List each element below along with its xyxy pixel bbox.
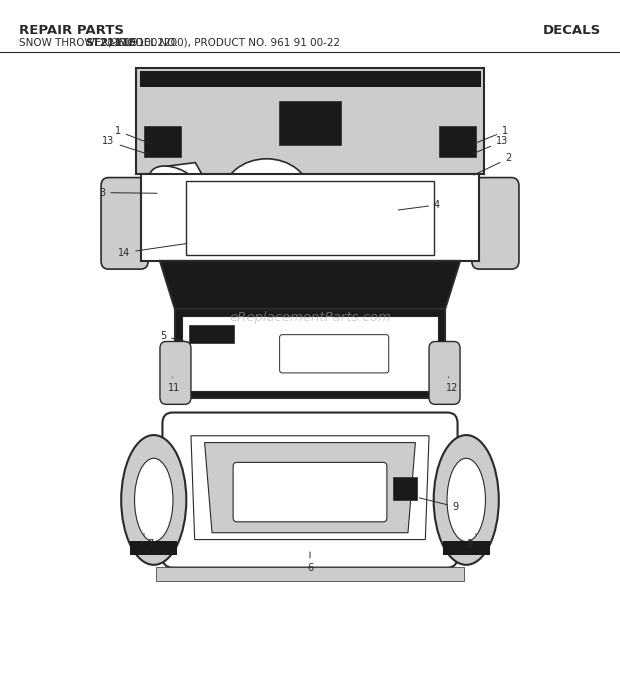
Bar: [443, 541, 490, 555]
Text: REPAIR PARTS: REPAIR PARTS: [19, 24, 123, 37]
Text: 13: 13: [102, 137, 148, 154]
Polygon shape: [160, 261, 460, 309]
Ellipse shape: [149, 166, 204, 208]
Text: eReplacementParts.com: eReplacementParts.com: [229, 311, 391, 324]
Ellipse shape: [434, 435, 498, 565]
Text: 4: 4: [398, 200, 440, 210]
FancyBboxPatch shape: [160, 342, 191, 404]
Text: 11: 11: [167, 377, 180, 393]
Polygon shape: [175, 309, 445, 398]
Text: (96191002200), PRODUCT NO. 961 91 00-22: (96191002200), PRODUCT NO. 961 91 00-22: [104, 38, 340, 48]
Bar: [393, 477, 417, 500]
Bar: [140, 71, 480, 87]
FancyBboxPatch shape: [429, 342, 460, 404]
Text: 13: 13: [472, 137, 508, 154]
Bar: [144, 126, 181, 157]
Text: 12: 12: [446, 377, 459, 393]
FancyBboxPatch shape: [101, 178, 148, 269]
Text: 8: 8: [466, 533, 476, 549]
FancyBboxPatch shape: [280, 335, 389, 373]
Polygon shape: [205, 443, 415, 533]
Polygon shape: [141, 174, 479, 261]
Ellipse shape: [447, 458, 485, 542]
FancyBboxPatch shape: [186, 181, 434, 255]
Polygon shape: [158, 163, 220, 212]
Text: 7: 7: [144, 533, 154, 549]
Bar: [156, 567, 464, 581]
Bar: [279, 101, 341, 145]
Polygon shape: [191, 436, 429, 540]
Text: 2: 2: [474, 154, 512, 175]
FancyBboxPatch shape: [472, 178, 519, 269]
FancyBboxPatch shape: [162, 413, 458, 568]
Text: 1: 1: [115, 126, 151, 144]
Bar: [439, 126, 476, 157]
Bar: [130, 541, 177, 555]
FancyBboxPatch shape: [233, 462, 387, 522]
Text: 3: 3: [99, 188, 157, 197]
Text: ST2111E: ST2111E: [86, 38, 136, 48]
Bar: [136, 68, 484, 174]
Text: 5: 5: [160, 331, 188, 342]
Text: 9: 9: [419, 498, 459, 512]
Bar: [161, 175, 185, 193]
Ellipse shape: [121, 435, 186, 565]
Text: 1: 1: [474, 126, 508, 143]
Polygon shape: [182, 316, 438, 391]
Ellipse shape: [223, 159, 310, 231]
Text: SNOW THROWER - MODEL NO.: SNOW THROWER - MODEL NO.: [19, 38, 181, 48]
Text: 14: 14: [118, 244, 187, 257]
Text: 6: 6: [307, 552, 313, 574]
Ellipse shape: [135, 458, 173, 542]
Text: DECALS: DECALS: [543, 24, 601, 37]
Bar: [189, 325, 234, 343]
